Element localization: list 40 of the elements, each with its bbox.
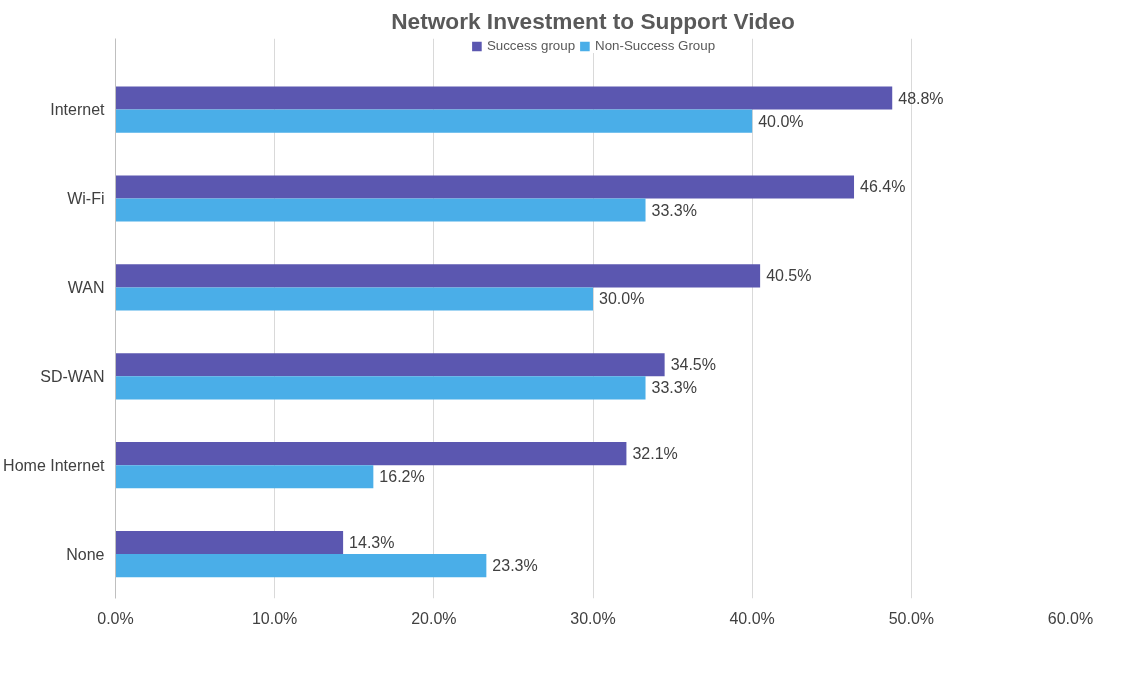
x-tick-label: 60.0%: [1047, 609, 1094, 627]
data-label: 16.2%: [379, 468, 425, 486]
data-label: 46.4%: [860, 178, 906, 196]
bar: [115, 353, 665, 377]
data-label: 32.1%: [632, 445, 678, 463]
bar: [115, 554, 487, 578]
data-label: 40.5%: [766, 267, 812, 285]
y-tick-label: None: [66, 545, 105, 563]
bar: [115, 287, 593, 311]
data-label: 40.0%: [758, 112, 804, 130]
x-tick-label: 50.0%: [888, 609, 935, 627]
y-tick-label: Wi-Fi: [67, 190, 105, 207]
data-label: 23.3%: [492, 557, 538, 575]
y-tick-label: Internet: [50, 101, 106, 119]
data-label: 30.0%: [599, 290, 645, 308]
y-tick-label: SD-WAN: [40, 367, 105, 385]
x-tick-label: 30.0%: [570, 609, 616, 627]
bar: [115, 109, 753, 133]
bar: [115, 86, 893, 110]
chart-title: Network Investment to Support Video: [391, 7, 795, 34]
legend-label: Non-Success Group: [595, 38, 716, 53]
x-tick-label: 20.0%: [411, 609, 457, 627]
bar: [115, 442, 627, 466]
bar: [115, 530, 344, 555]
y-tick-label: Home Internet: [3, 456, 106, 474]
bar: [115, 175, 855, 199]
bar: [115, 376, 646, 400]
data-label: 33.3%: [651, 201, 697, 219]
data-label: 48.8%: [898, 89, 944, 107]
legend-label: Success group: [486, 38, 576, 53]
data-label: 14.3%: [349, 534, 395, 551]
x-tick-label: 40.0%: [729, 609, 775, 627]
bar: [115, 264, 761, 288]
data-label: 33.3%: [651, 379, 697, 397]
bar: [115, 198, 646, 222]
data-label: 34.5%: [670, 356, 716, 374]
x-tick-label: 10.0%: [251, 609, 298, 627]
bar: [115, 465, 374, 489]
y-tick-label: WAN: [67, 278, 105, 296]
x-tick-label: 0.0%: [97, 609, 134, 627]
